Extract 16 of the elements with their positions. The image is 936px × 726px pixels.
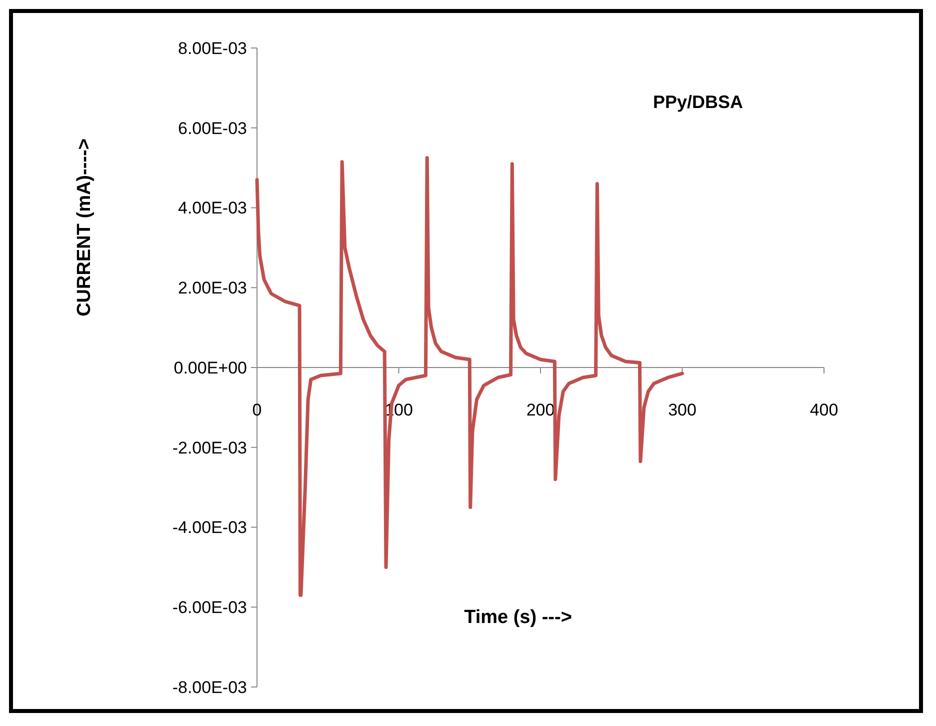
x-tick-label: 400 (810, 400, 838, 420)
x-tick-label: 300 (668, 400, 696, 420)
x-tick-label: 200 (526, 400, 555, 420)
y-tick-label: 2.00E-03 (178, 278, 247, 298)
x-axis-title: Time (s) ---> (464, 607, 572, 628)
y-tick-label: 6.00E-03 (178, 118, 247, 138)
y-tick-label: 0.00E+00 (174, 358, 247, 378)
y-tick-label: -8.00E-03 (172, 678, 247, 697)
text: PPy/DBSA (652, 92, 744, 112)
y-axis-title: CURRENT (mA)----> (74, 138, 95, 316)
y-tick-label: 4.00E-03 (178, 198, 247, 218)
x-tick-label: 0 (252, 400, 262, 420)
y-tick-label: 8.00E-03 (178, 38, 247, 58)
y-tick-label: -2.00E-03 (172, 438, 247, 458)
y-tick-label: -4.00E-03 (172, 518, 247, 538)
y-tick-label: -6.00E-03 (172, 598, 247, 618)
